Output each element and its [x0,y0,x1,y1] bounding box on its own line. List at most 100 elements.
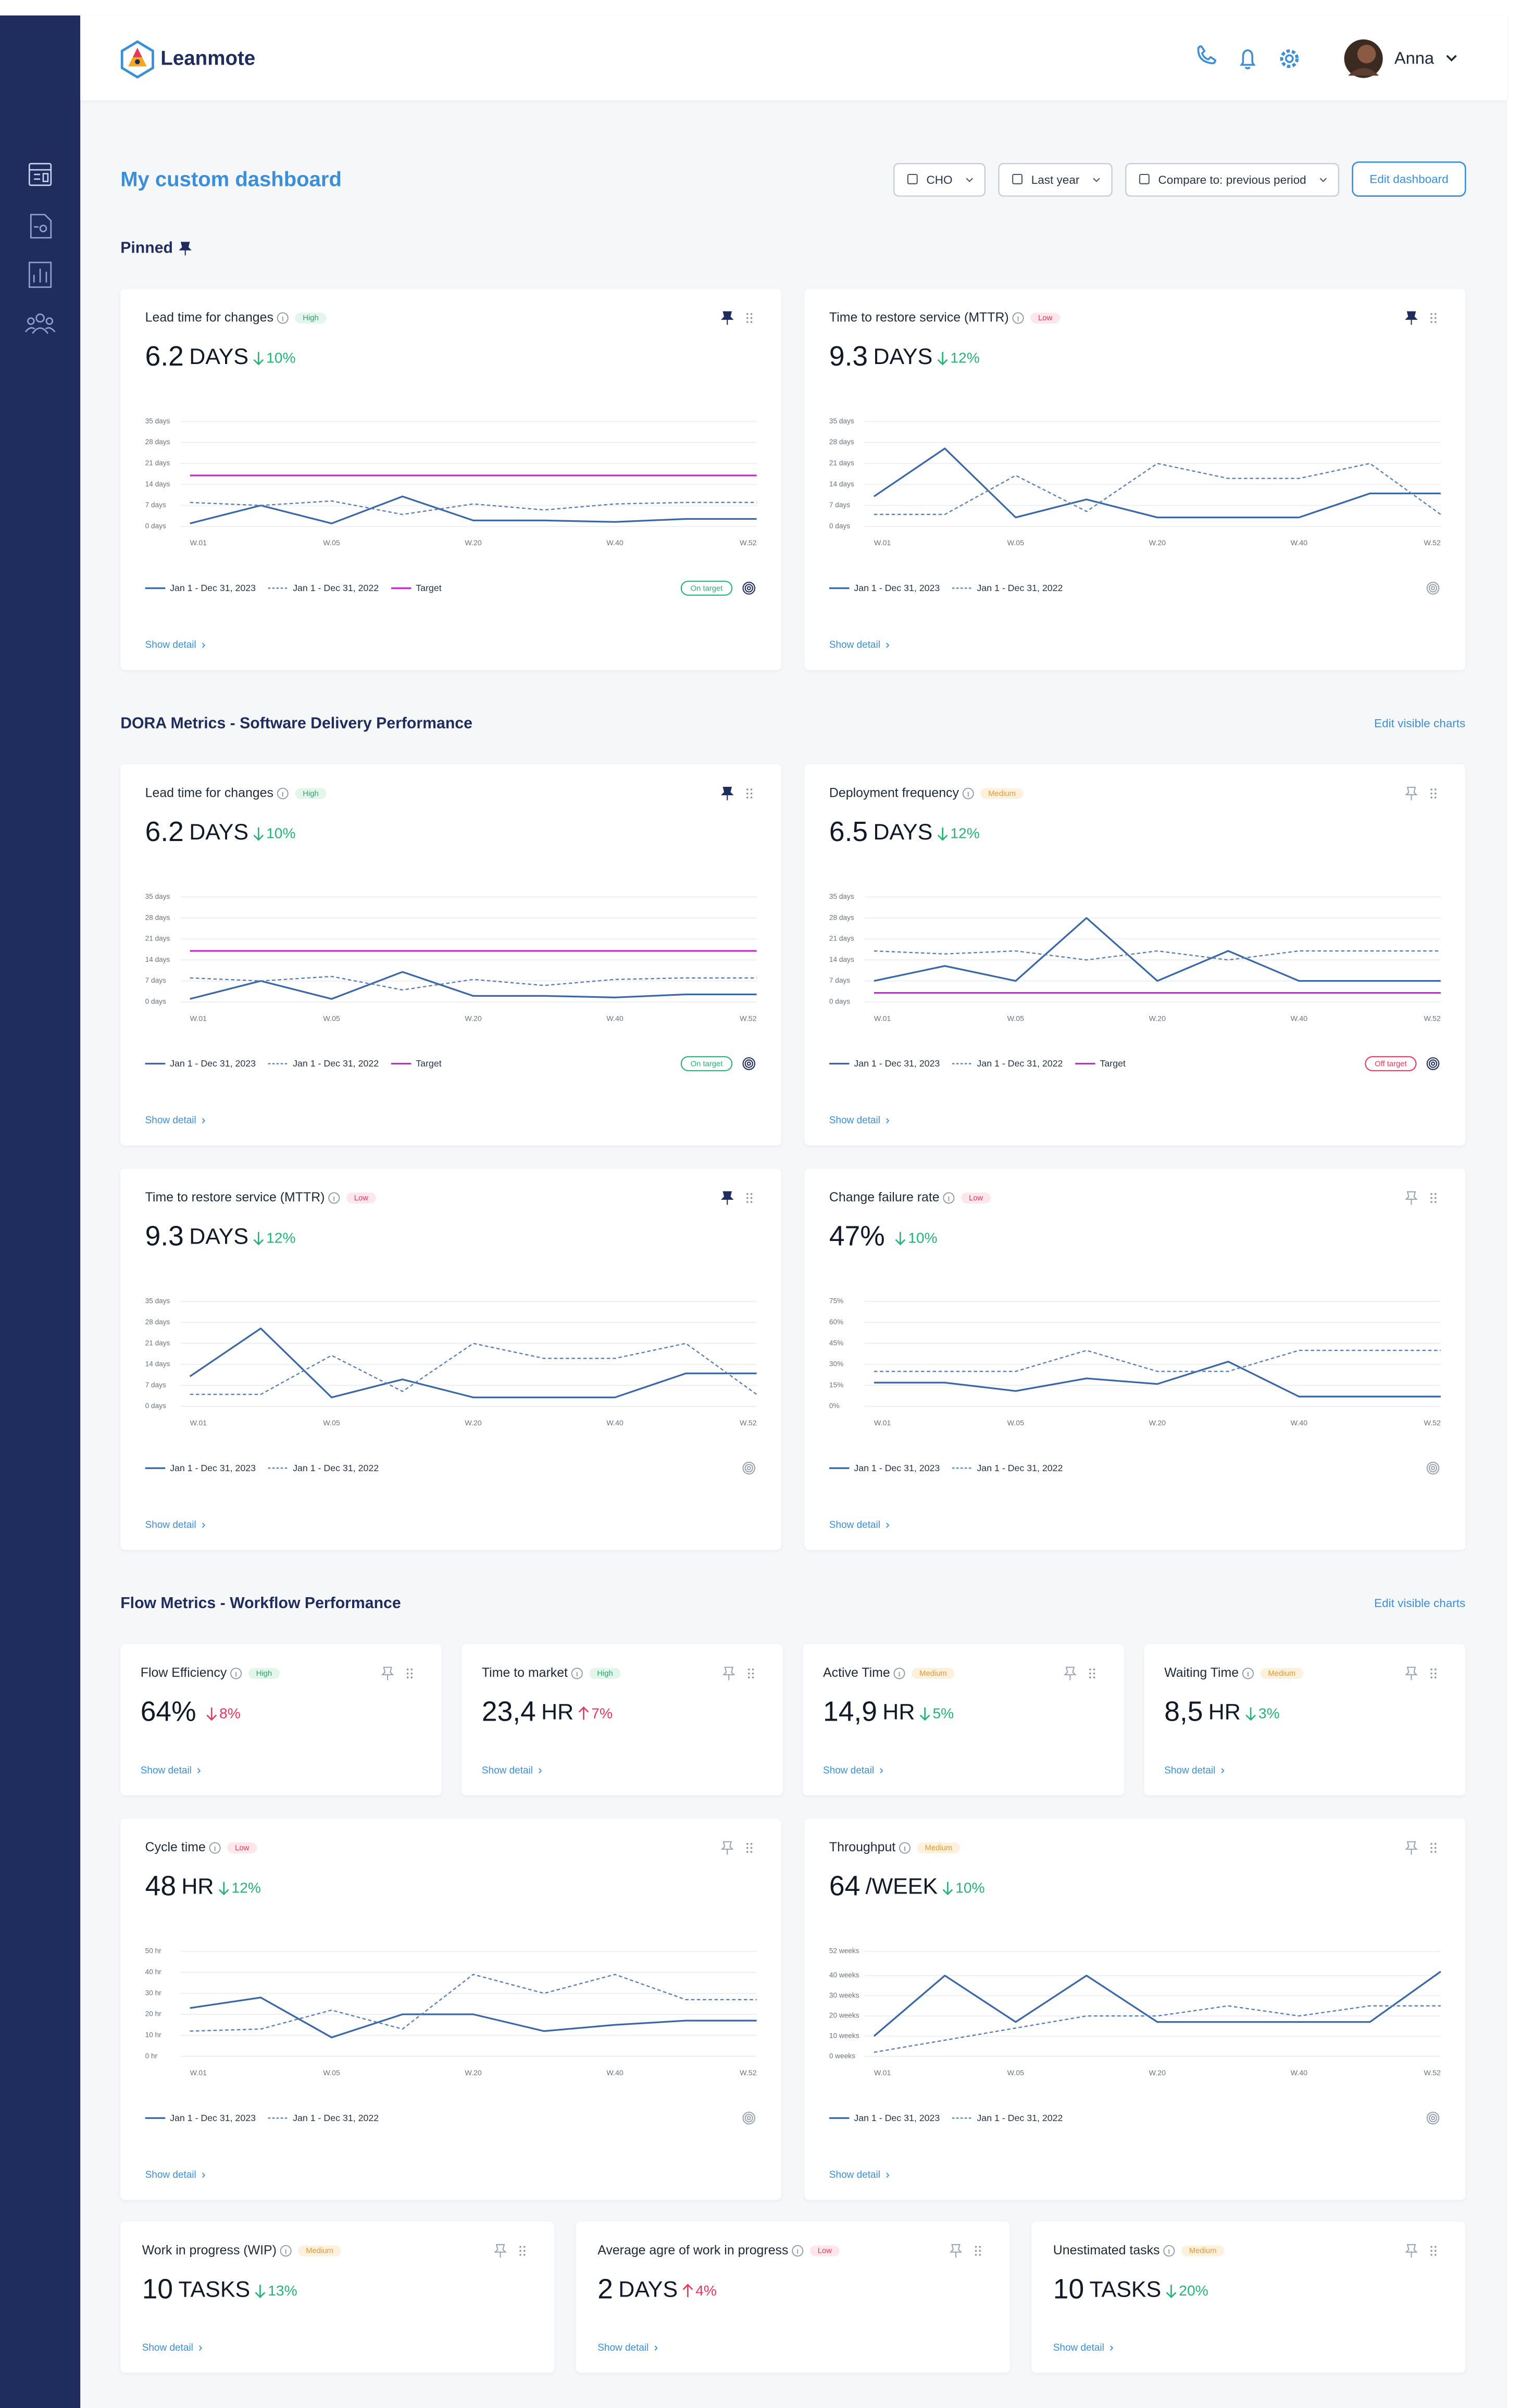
phone-icon[interactable] [1197,45,1216,65]
show-detail-link[interactable]: Show detail [829,1115,880,1126]
target-icon[interactable] [742,2111,756,2125]
pin-icon[interactable] [1405,2244,1418,2258]
drag-handle[interactable] [1089,1669,1095,1678]
info-icon[interactable] [571,1667,583,1679]
drag-handle[interactable] [1430,1842,1437,1853]
drag-handle[interactable] [519,2246,526,2256]
bell-icon[interactable] [1240,49,1256,69]
pin-icon[interactable] [1405,1191,1418,1205]
drag-handle[interactable] [746,313,753,323]
info-icon[interactable] [962,787,974,799]
y-tick-label: 14 days [145,1360,170,1368]
target-icon[interactable] [742,1461,756,1475]
drag-handle[interactable] [746,1842,753,1853]
info-icon[interactable] [1012,312,1024,324]
info-icon[interactable] [328,1192,340,1204]
target-icon[interactable] [1426,1057,1440,1070]
edit-visible-charts-link[interactable]: Edit visible charts [1374,1597,1465,1610]
show-detail-link[interactable]: Show detail [1053,2342,1104,2353]
x-tick-label: W.01 [874,2069,891,2077]
show-detail-link[interactable]: Show detail [145,2169,196,2180]
pin-icon[interactable] [720,786,734,800]
pin-icon[interactable] [381,1666,394,1680]
info-icon[interactable] [792,2245,804,2257]
show-detail-link[interactable]: Show detail [145,1115,196,1126]
edit-visible-charts-link[interactable]: Edit visible charts [1374,717,1465,730]
show-detail-link[interactable]: Show detail [829,2169,880,2180]
filter-chevron [966,178,973,182]
user-menu-chevron[interactable] [1446,55,1457,62]
metric-value: 6.2 DAYS [145,341,248,372]
pin-icon[interactable] [1064,1666,1077,1680]
show-detail-link[interactable]: Show detail [1164,1765,1215,1776]
target-icon[interactable] [1426,582,1440,595]
info-icon[interactable] [277,312,289,324]
drag-handle[interactable] [406,1669,413,1678]
show-detail-link[interactable]: Show detail [829,1520,880,1531]
drag-handle[interactable] [1430,2246,1437,2256]
nav-teams[interactable] [24,313,56,334]
x-tick-label: W.01 [190,1014,207,1023]
pin-icon[interactable] [1405,311,1418,325]
show-detail-link[interactable]: Show detail [482,1765,533,1776]
pin-icon[interactable] [179,242,192,256]
info-icon[interactable] [1242,1667,1254,1679]
target-icon[interactable] [742,1057,756,1070]
filter-chevron [1093,178,1100,182]
level-badge [295,312,327,324]
user-name[interactable]: Anna [1394,48,1435,68]
info-icon[interactable] [893,1667,905,1679]
drag-handle[interactable] [975,2246,981,2256]
show-detail-link[interactable]: Show detail [141,1765,192,1776]
target-icon[interactable] [1426,2111,1440,2125]
pin-icon[interactable] [1405,786,1418,800]
pin-icon[interactable] [720,311,734,325]
info-icon[interactable] [209,1842,221,1854]
level-badge [248,1668,280,1679]
show-detail-link[interactable]: Show detail [823,1765,874,1776]
info-icon[interactable] [899,1842,911,1854]
pin-icon[interactable] [494,2244,507,2258]
info-icon[interactable] [943,1192,955,1204]
drag-handle[interactable] [1430,313,1437,323]
metric-value: 9.3 DAYS [829,341,932,372]
y-tick-label: 7 days [145,1381,166,1389]
drag-handle[interactable] [1430,1669,1437,1678]
filter-dropdown[interactable]: Compare to: previous period [1125,163,1340,197]
drag-handle[interactable] [1430,1193,1437,1203]
info-icon[interactable] [280,2245,292,2257]
pin-icon[interactable] [722,1666,735,1680]
show-detail-link[interactable]: Show detail [145,639,196,650]
logo-text: Leanmote [160,47,255,69]
filter-label: CHO [927,173,953,186]
pin-icon[interactable] [720,1841,734,1855]
drag-handle[interactable] [746,788,753,799]
drag-dot [1434,1193,1437,1195]
settings-icon[interactable] [1280,49,1299,68]
show-detail-link[interactable]: Show detail [142,2342,193,2353]
pin-icon[interactable] [1405,1666,1418,1680]
info-icon[interactable] [230,1667,242,1679]
drag-handle[interactable] [1430,788,1437,799]
drag-handle[interactable] [746,1193,753,1203]
nav-reports[interactable] [30,214,52,239]
pin-icon[interactable] [1405,1841,1418,1855]
show-detail-link[interactable]: Show detail [829,639,880,650]
filter-dropdown[interactable]: CHO [893,163,986,197]
target-icon[interactable] [742,582,756,595]
target-icon[interactable] [1426,1461,1440,1475]
info-icon[interactable] [1163,2245,1175,2257]
pin-icon[interactable] [720,1191,734,1205]
x-tick-label: W.20 [1149,1419,1166,1427]
value-unit: HR [541,1700,574,1725]
nav-dashboard[interactable] [28,162,52,186]
drag-handle[interactable] [747,1669,754,1678]
nav-analytics[interactable] [28,261,52,288]
info-icon[interactable] [277,787,289,799]
show-detail-link[interactable]: Show detail [145,1520,196,1531]
pin-icon[interactable] [949,2244,963,2258]
drag-dot [1430,2250,1432,2252]
show-detail-link[interactable]: Show detail [597,2342,649,2353]
edit-dashboard-button[interactable]: Edit dashboard [1352,161,1466,197]
filter-dropdown[interactable]: Last year [998,163,1113,197]
